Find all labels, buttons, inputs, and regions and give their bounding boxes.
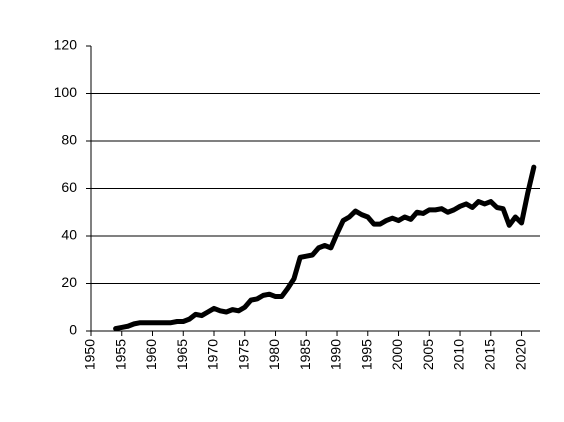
y-tick-label: 40 (61, 227, 77, 243)
x-tick-label: 2015 (481, 339, 497, 370)
x-tick-label: 2005 (420, 339, 436, 370)
x-tick-label: 2000 (389, 339, 405, 370)
x-tick-label: 1955 (112, 339, 128, 370)
x-tick-label: 1985 (297, 339, 313, 370)
x-tick-label: 1975 (235, 339, 251, 370)
x-tick-label: 1980 (266, 339, 282, 370)
y-tick-label: 120 (54, 37, 78, 53)
y-tick-label: 60 (61, 179, 77, 195)
x-tick-label: 1965 (174, 339, 190, 370)
x-tick-label: 1990 (328, 339, 344, 370)
x-tick-label: 1970 (205, 339, 221, 370)
y-tick-label: 80 (61, 132, 77, 148)
x-tick-label: 2010 (451, 339, 467, 370)
x-tick-label: 2020 (512, 339, 528, 370)
y-tick-label: 20 (61, 274, 77, 290)
x-tick-label: 1960 (143, 339, 159, 370)
x-tick-label: 1995 (358, 339, 374, 370)
x-tick-label: 1950 (82, 339, 98, 370)
y-tick-label: 100 (54, 84, 78, 100)
y-tick-label: 0 (69, 322, 77, 338)
data-line (113, 164, 537, 332)
